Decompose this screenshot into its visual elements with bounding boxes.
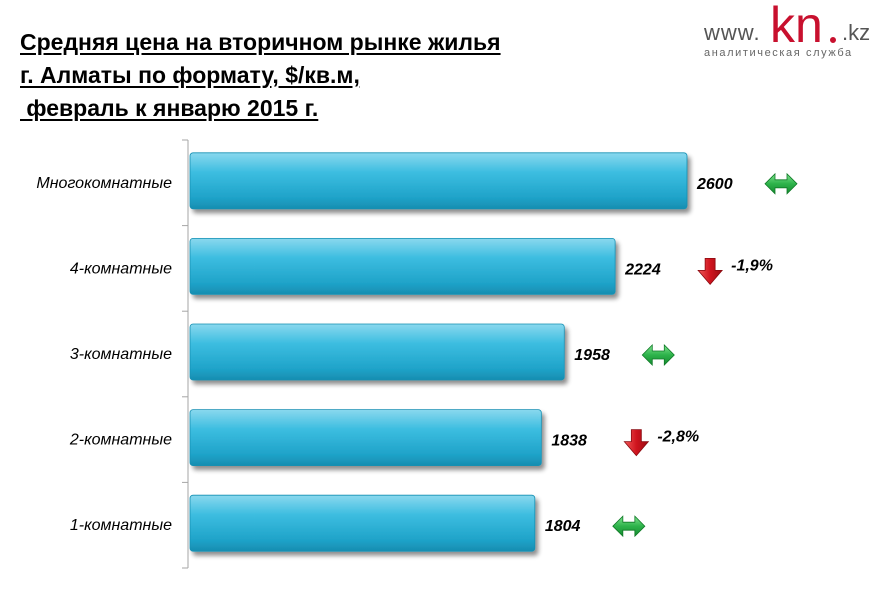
data-label: 1838 — [551, 433, 587, 450]
logo-www: www. — [704, 20, 761, 45]
down-arrow-icon — [697, 257, 723, 286]
data-label: 1804 — [545, 518, 581, 535]
data-label: 2600 — [696, 176, 733, 193]
change-label: -2,8% — [657, 429, 699, 446]
category-label: 2-комнатные — [69, 432, 172, 449]
category-label: 4-комнатные — [70, 260, 172, 277]
bars-group: Многокомнатные 2600 4-комнатные 2224 -1,9% 3-… — [36, 152, 798, 552]
category-label: 3-комнатные — [70, 346, 172, 363]
change-label: -1,9% — [731, 257, 773, 274]
bar — [189, 494, 536, 552]
logo-kz: .kz — [842, 20, 871, 45]
category-label: 1-комнатные — [70, 517, 172, 534]
logo-dot-icon — [828, 35, 838, 45]
bar — [189, 237, 616, 295]
category-label: Многокомнатные — [36, 175, 172, 192]
chart-title-line-3: февраль к январю 2015 г. — [20, 95, 319, 121]
chart-title: Средняя цена на вторичном рынке жилья г.… — [20, 26, 501, 125]
y-axis-ticks — [182, 139, 188, 569]
chart-title-line-1: Средняя цена на вторичном рынке жилья — [20, 29, 501, 55]
data-label: 2224 — [624, 261, 661, 278]
bar — [189, 152, 688, 210]
down-arrow-icon — [623, 429, 650, 457]
bar — [189, 409, 542, 467]
kn-logo: www. kn .kz аналитическая служба — [700, 0, 880, 70]
logo-kn: kn — [770, 0, 823, 53]
logo-subtitle: аналитическая служба — [704, 47, 853, 59]
double-arrow-icon — [641, 344, 675, 366]
double-arrow-icon — [612, 515, 646, 538]
chart-title-line-2: г. Алматы по формату, $/кв.м, — [20, 62, 360, 88]
bar — [189, 323, 565, 381]
data-label: 1958 — [574, 347, 610, 364]
double-arrow-icon — [764, 172, 798, 195]
